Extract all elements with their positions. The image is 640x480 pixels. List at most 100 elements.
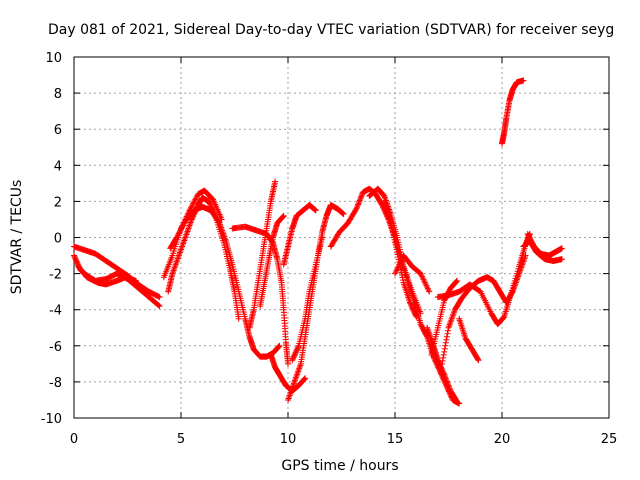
data-point bbox=[443, 336, 450, 343]
data-point bbox=[443, 333, 450, 340]
data-point bbox=[440, 354, 447, 361]
data-point bbox=[444, 327, 451, 334]
series-track-22 bbox=[456, 315, 482, 364]
data-point bbox=[444, 381, 451, 388]
data-point bbox=[133, 277, 140, 284]
data-point bbox=[453, 397, 460, 404]
data-point bbox=[155, 302, 162, 309]
y-tick-label: 8 bbox=[54, 87, 62, 102]
data-point bbox=[441, 348, 448, 355]
data-point bbox=[441, 345, 448, 352]
data-point bbox=[356, 197, 363, 204]
y-tick-label: -6 bbox=[49, 340, 62, 355]
y-tick-label: 0 bbox=[54, 232, 62, 247]
data-point bbox=[441, 373, 448, 380]
data-point bbox=[440, 370, 447, 377]
x-tick-label: 20 bbox=[494, 432, 511, 447]
data-point bbox=[426, 288, 433, 295]
series-track-25 bbox=[520, 238, 565, 264]
data-point bbox=[439, 357, 446, 364]
data-point bbox=[319, 234, 326, 241]
data-point bbox=[443, 377, 450, 384]
data-point bbox=[279, 214, 286, 221]
data-point bbox=[399, 274, 406, 281]
data-point bbox=[295, 344, 302, 351]
data-point bbox=[353, 205, 360, 212]
series-track-5 bbox=[167, 203, 283, 360]
data-point bbox=[442, 342, 449, 349]
data-point bbox=[275, 343, 282, 350]
data-point bbox=[276, 342, 283, 349]
data-point bbox=[398, 269, 405, 276]
data-point bbox=[190, 199, 197, 206]
x-tick-label: 0 bbox=[70, 432, 78, 447]
data-point bbox=[442, 339, 449, 346]
data-point bbox=[417, 310, 424, 317]
data-point bbox=[500, 315, 507, 322]
series-track-6 bbox=[160, 187, 225, 281]
series-track-3 bbox=[75, 263, 140, 288]
data-point bbox=[443, 378, 450, 385]
data-point bbox=[413, 313, 420, 320]
data-point bbox=[302, 375, 309, 382]
series-track-9 bbox=[257, 212, 287, 310]
data-point bbox=[453, 278, 460, 285]
data-point bbox=[444, 330, 451, 337]
y-axis-label: SDTVAR / TECUs bbox=[9, 180, 25, 295]
data-point bbox=[442, 374, 449, 381]
y-tick-label: 10 bbox=[45, 51, 62, 66]
data-point bbox=[445, 382, 452, 389]
y-tick-label: 6 bbox=[54, 123, 62, 138]
data-point bbox=[189, 202, 196, 209]
y-tick-label: 4 bbox=[54, 159, 62, 174]
y-tick-label: -4 bbox=[49, 304, 62, 319]
data-point bbox=[439, 360, 446, 367]
data-point bbox=[440, 351, 447, 358]
data-point bbox=[193, 193, 200, 200]
data-point bbox=[192, 195, 199, 202]
data-point bbox=[446, 385, 453, 392]
data-point bbox=[454, 398, 461, 405]
data-point bbox=[357, 194, 364, 201]
data-point bbox=[412, 312, 419, 319]
data-point bbox=[156, 303, 163, 310]
data-point bbox=[215, 219, 222, 226]
data-point bbox=[397, 266, 404, 273]
data-point bbox=[352, 206, 359, 213]
data-point bbox=[235, 315, 242, 322]
data-point bbox=[558, 245, 565, 252]
data-point bbox=[446, 383, 453, 390]
data-point bbox=[356, 198, 363, 205]
series-track-7 bbox=[246, 178, 279, 331]
data-point bbox=[275, 344, 282, 351]
data-point bbox=[186, 207, 193, 214]
data-point bbox=[218, 216, 225, 223]
data-point bbox=[358, 192, 365, 199]
data-point bbox=[442, 375, 449, 382]
data-point bbox=[441, 371, 448, 378]
tick-layer: 0 5 10 15 20 25 -10 -8 -6 -4 -2 0 2 4 6 8 10 bbox=[41, 51, 618, 447]
data-point bbox=[520, 77, 527, 84]
data-point bbox=[354, 204, 361, 211]
data-point bbox=[558, 256, 565, 263]
data-point bbox=[474, 356, 481, 363]
data-point bbox=[452, 279, 459, 286]
data-point bbox=[272, 178, 279, 185]
data-point bbox=[394, 248, 401, 255]
data-point bbox=[188, 203, 195, 210]
series-track-23 bbox=[499, 77, 527, 147]
data-point bbox=[187, 204, 194, 211]
data-point bbox=[312, 207, 319, 214]
x-tick-label: 25 bbox=[601, 432, 618, 447]
data-point bbox=[354, 202, 361, 209]
data-point bbox=[398, 271, 405, 278]
chart-title: Day 081 of 2021, Sidereal Day-to-day VTE… bbox=[48, 22, 614, 38]
data-point bbox=[285, 360, 291, 367]
series-track-8 bbox=[229, 223, 291, 367]
data-point bbox=[475, 357, 482, 364]
data-point bbox=[190, 200, 197, 207]
data-point bbox=[280, 213, 287, 220]
data-marks bbox=[71, 77, 565, 407]
series-track-16 bbox=[381, 198, 420, 320]
data-point bbox=[280, 212, 287, 219]
